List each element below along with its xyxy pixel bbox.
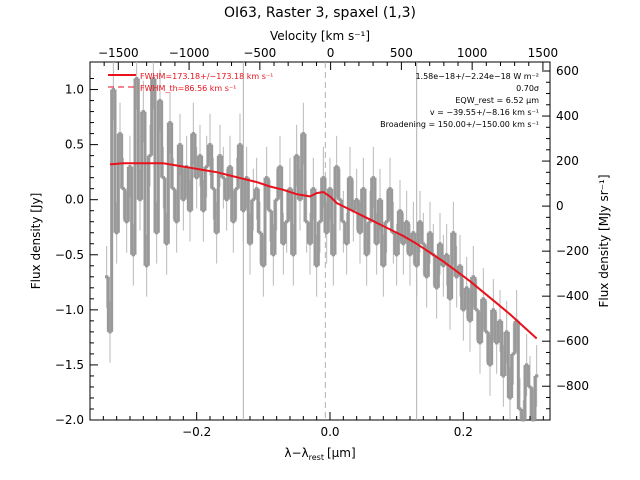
y-tick-label: −0.5 (55, 248, 84, 262)
right-tick-label: 400 (556, 109, 579, 123)
bottom-axis: −0.2 0.0 0.2 (102, 412, 544, 439)
right-tick-label: −200 (556, 244, 589, 258)
x-tick-label: −0.2 (182, 425, 211, 439)
x-tick-label: 0.0 (320, 425, 339, 439)
top-tick-label: −1000 (169, 46, 210, 60)
legend-entry-fwhm-th: FWHM_th=86.56 km s⁻¹ (140, 84, 236, 93)
y-axis-label: Flux density [Jy] (29, 193, 43, 290)
chart-title: OI63, Raster 3, spaxel (1,3) (224, 5, 416, 21)
top-tick-label: 1500 (528, 46, 559, 60)
annotation-sigma: 0.70σ (516, 84, 539, 93)
plot-frame (89, 61, 551, 421)
annotation-flux: 1.58e−18+/−2.24e−18 W m⁻² (415, 72, 539, 81)
legend-entry-fwhm: FWHM=173.18+/−173.18 km s⁻¹ (140, 72, 273, 81)
y-tick-label: 0.0 (65, 193, 84, 207)
right-y-axis-label: Flux density [MJy sr⁻¹] (597, 174, 611, 307)
annotation-velocity: v = −39.55+/−8.16 km s⁻¹ (430, 108, 539, 117)
annotation-broadening: Broadening = 150.00+/−150.00 km s⁻¹ (380, 120, 539, 129)
y-tick-label: −1.0 (55, 303, 84, 317)
right-tick-label: 0 (556, 199, 564, 213)
top-axis-label: Velocity [km s⁻¹] (270, 29, 370, 43)
top-tick-label: −500 (243, 46, 276, 60)
y-tick-label: −2.0 (55, 413, 84, 427)
right-tick-label: 200 (556, 154, 579, 168)
annotation-eqw: EQW_rest = 6.52 μm (455, 96, 539, 105)
right-tick-label: −600 (556, 334, 589, 348)
right-tick-label: −800 (556, 379, 589, 393)
annotations: 1.58e−18+/−2.24e−18 W m⁻² 0.70σ EQW_rest… (380, 72, 539, 129)
right-tick-label: 600 (556, 64, 579, 78)
fit-line (109, 162, 538, 340)
top-tick-label: 500 (390, 46, 413, 60)
reference-lines (242, 62, 418, 420)
y-tick-label: −1.5 (55, 358, 84, 372)
top-tick-label: 1000 (457, 46, 488, 60)
right-axis: 600 400 200 0 −200 −400 −600 −800 (542, 64, 589, 410)
y-tick-label: 1.0 (65, 83, 84, 97)
data-series (105, 77, 539, 422)
left-axis: 1.0 0.5 0.0 −0.5 −1.0 −1.5 −2.0 (55, 78, 98, 427)
x-axis-label-unit: [μm] (327, 446, 356, 460)
top-tick-label: −1500 (98, 46, 139, 60)
right-tick-label: −400 (556, 289, 589, 303)
top-tick-label: 0 (327, 46, 335, 60)
y-tick-label: 0.5 (65, 138, 84, 152)
top-axis: −1500 −1000 −500 0 500 1000 1500 (98, 46, 558, 70)
x-axis-label-main: λ−λ (284, 446, 308, 460)
x-tick-label: 0.2 (454, 425, 473, 439)
x-axis-label-sub: rest (309, 453, 324, 462)
x-axis-label: λ−λrest [μm] (284, 446, 355, 462)
legend: FWHM=173.18+/−173.18 km s⁻¹ FWHM_th=86.5… (108, 72, 273, 93)
fit-series (109, 162, 538, 340)
